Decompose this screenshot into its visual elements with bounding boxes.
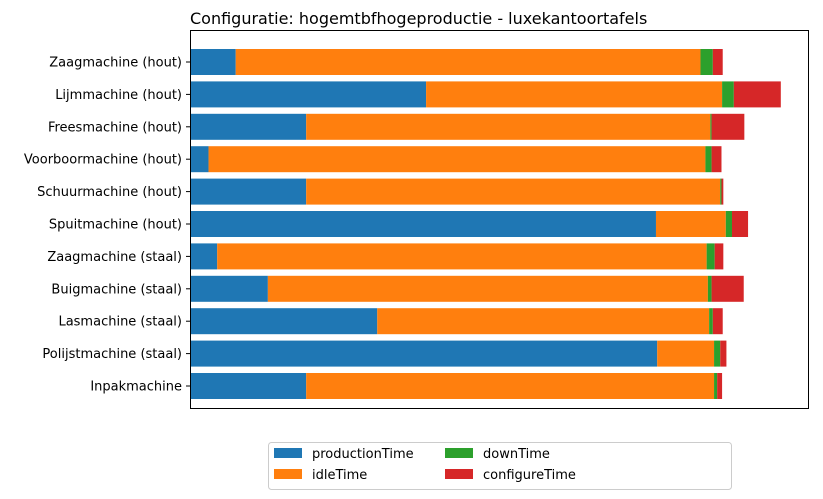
bar-zaagmachine-staal-downTime: [706, 243, 715, 270]
bar-buigmachine-staal-productionTime: [190, 275, 268, 302]
bar-voorboormachine-hout-configureTime: [711, 146, 722, 173]
bar-schuurmachine-hout-configureTime: [721, 178, 724, 205]
y-tick-label: Spuitmachine (hout): [49, 218, 182, 233]
bar-voorboormachine-hout-idleTime: [208, 146, 706, 173]
legend-label-productionTime: productionTime: [312, 447, 414, 462]
bar-polijstmachine-staal-downTime: [714, 340, 721, 367]
bar-inpakmachine-idleTime: [306, 373, 715, 399]
bar-inpakmachine-configureTime: [717, 373, 723, 399]
bar-polijstmachine-staal-productionTime: [190, 340, 658, 367]
bar-schuurmachine-hout-productionTime: [190, 178, 307, 205]
bar-lijmmachine-hout-idleTime: [426, 81, 723, 108]
bar-schuurmachine-hout-downTime: [720, 178, 722, 205]
bar-voorboormachine-hout-downTime: [705, 146, 712, 173]
bar-freesmachine-hout-idleTime: [306, 113, 711, 140]
bar-spuitmachine-hout-idleTime: [655, 211, 726, 237]
bar-zaagmachine-hout-productionTime: [190, 49, 236, 75]
y-tick-label: Buigmachine (staal): [51, 282, 182, 297]
legend-swatch-downTime: [445, 448, 473, 458]
bars-group: [190, 49, 781, 399]
y-tick-label: Zaagmachine (staal): [47, 250, 182, 265]
bar-polijstmachine-staal-configureTime: [720, 340, 727, 367]
y-tick-label: Freesmachine (hout): [48, 120, 182, 135]
y-tick-label: Zaagmachine (hout): [49, 56, 182, 71]
bar-lasmachine-staal-idleTime: [377, 308, 710, 335]
y-tick-label: Schuurmachine (hout): [37, 185, 182, 200]
bar-zaagmachine-staal-configureTime: [714, 243, 724, 270]
legend-label-configureTime: configureTime: [483, 468, 576, 483]
legend-label-idleTime: idleTime: [312, 468, 367, 483]
bar-zaagmachine-hout-downTime: [700, 49, 713, 75]
bar-freesmachine-hout-downTime: [710, 113, 712, 140]
bar-freesmachine-hout-configureTime: [711, 113, 745, 140]
legend: productionTime idleTime downTime configureT…: [268, 442, 732, 490]
bar-buigmachine-staal-downTime: [707, 275, 712, 302]
y-tick-label: Lijmmachine (hout): [55, 88, 182, 103]
bar-schuurmachine-hout-idleTime: [306, 178, 721, 205]
y-tick-label: Inpakmachine: [90, 380, 182, 395]
bar-zaagmachine-hout-idleTime: [235, 49, 701, 75]
bar-zaagmachine-hout-configureTime: [712, 49, 723, 75]
y-tick-label: Polijstmachine (staal): [42, 347, 182, 362]
legend-frame: [268, 442, 732, 490]
bar-buigmachine-staal-idleTime: [267, 275, 708, 302]
bar-spuitmachine-hout-downTime: [725, 211, 732, 237]
bar-inpakmachine-productionTime: [190, 373, 307, 399]
legend-swatch-configureTime: [445, 469, 473, 479]
y-tick-label: Voorboormachine (hout): [24, 153, 182, 168]
bar-zaagmachine-staal-productionTime: [190, 243, 218, 270]
bar-lasmachine-staal-productionTime: [190, 308, 378, 335]
legend-label-downTime: downTime: [483, 447, 550, 462]
bar-spuitmachine-hout-configureTime: [731, 211, 749, 237]
bar-buigmachine-staal-configureTime: [711, 275, 744, 302]
legend-swatch-idleTime: [274, 469, 302, 479]
bar-lijmmachine-hout-downTime: [722, 81, 734, 108]
bar-spuitmachine-hout-productionTime: [190, 211, 656, 237]
bar-freesmachine-hout-productionTime: [190, 113, 307, 140]
chart-title: Configuratie: hogemtbfhogeproductie - lu…: [190, 9, 647, 28]
y-axis-ticks: Zaagmachine (hout) Lijmmachine (hout) Free…: [24, 56, 190, 395]
bar-voorboormachine-hout-productionTime: [190, 146, 209, 173]
bar-inpakmachine-downTime: [714, 373, 718, 399]
bar-polijstmachine-staal-idleTime: [657, 340, 715, 367]
bar-lasmachine-staal-configureTime: [712, 308, 723, 335]
bar-zaagmachine-staal-idleTime: [217, 243, 707, 270]
legend-swatch-productionTime: [274, 448, 302, 458]
bar-lasmachine-staal-downTime: [709, 308, 713, 335]
bar-lijmmachine-hout-configureTime: [733, 81, 781, 108]
bar-lijmmachine-hout-productionTime: [190, 81, 427, 108]
plot-area-frame: [190, 30, 809, 409]
y-tick-label: Lasmachine (staal): [58, 315, 182, 330]
